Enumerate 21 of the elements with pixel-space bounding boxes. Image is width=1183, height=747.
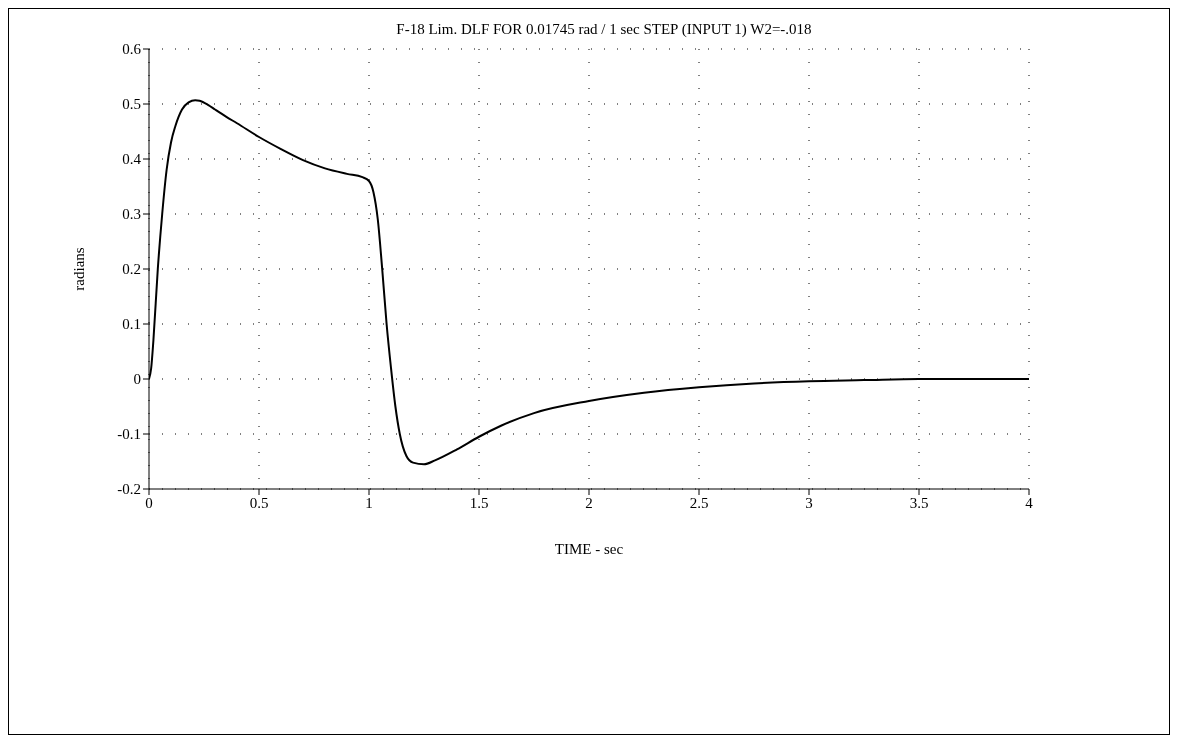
y-tick-label: -0.2 xyxy=(117,481,141,498)
y-tick-label: 0.5 xyxy=(122,96,141,113)
x-tick-label: 0.5 xyxy=(249,494,269,511)
x-tick-label: 3.5 xyxy=(909,494,929,511)
x-tick-label: 1.5 xyxy=(469,494,489,511)
x-tick-label: 2.5 xyxy=(689,494,709,511)
y-tick-label: 0.6 xyxy=(122,41,142,58)
y-tick-label: 0.4 xyxy=(122,151,142,168)
y-tick-label: 0.3 xyxy=(122,206,141,223)
x-tick-label: 1 xyxy=(365,494,373,511)
x-tick-label: 4 xyxy=(1025,494,1034,511)
x-axis-title: TIME - sec xyxy=(554,541,624,557)
x-tick-label: 2 xyxy=(585,494,593,511)
y-tick-label: 0 xyxy=(133,371,141,388)
chart-title: F-18 Lim. DLF FOR 0.01745 rad / 1 sec STEP (INPUT 1) W2=-.018 xyxy=(395,21,813,38)
y-tick-label: -0.1 xyxy=(117,426,141,443)
y-tick-label: 0.1 xyxy=(122,316,141,333)
y-axis-title: radians xyxy=(71,247,88,291)
x-tick-label: 0 xyxy=(145,494,153,511)
y-tick-label: 0.2 xyxy=(122,261,141,278)
x-tick-label: 3 xyxy=(805,494,813,511)
